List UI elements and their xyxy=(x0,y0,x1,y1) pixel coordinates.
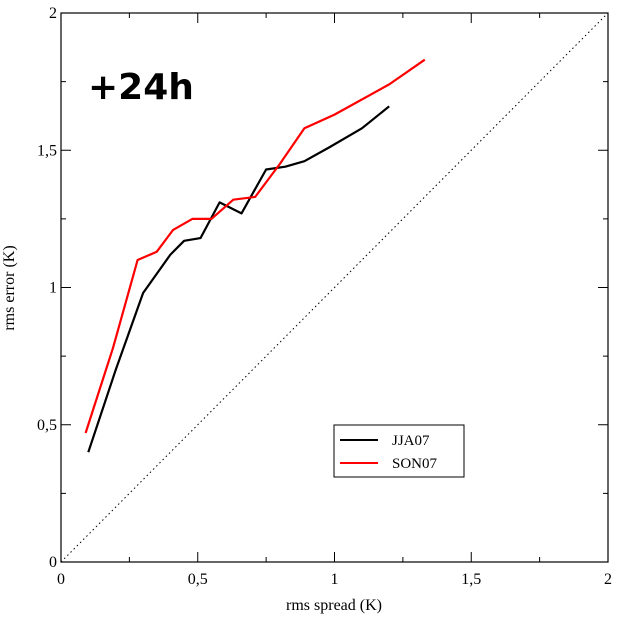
x-tick-label: 1 xyxy=(331,571,339,588)
diagonal-reference-line xyxy=(60,12,609,563)
x-tick-labels: 0 0,5 1 1,5 2 xyxy=(57,571,612,588)
legend: JJA07 SON07 xyxy=(333,424,465,478)
x-tick-label: 1,5 xyxy=(461,571,481,588)
y-tick-label: 0,5 xyxy=(37,417,57,434)
x-tick-label: 0,5 xyxy=(188,571,208,588)
tick-marks xyxy=(60,12,609,563)
legend-box xyxy=(333,424,465,478)
y-tick-label: 0 xyxy=(49,554,57,571)
series-layer xyxy=(84,58,426,453)
legend-label-son07: SON07 xyxy=(392,456,438,472)
legend-label-jja07: JJA07 xyxy=(392,433,430,449)
chart-annotation: +24h xyxy=(88,67,194,108)
y-axis-title: rms error (K) xyxy=(1,245,18,330)
y-tick-label: 1,5 xyxy=(37,142,57,159)
series-line-jja07 xyxy=(87,105,390,453)
reference-line-layer xyxy=(60,12,609,563)
y-tick-labels: 0 0,5 1 1,5 2 xyxy=(37,5,57,571)
y-tick-label: 2 xyxy=(49,5,57,22)
x-tick-label: 2 xyxy=(604,571,612,588)
x-tick-label: 0 xyxy=(57,571,65,588)
y-tick-label: 1 xyxy=(49,280,57,297)
series-line-son07 xyxy=(84,58,426,434)
x-axis-title: rms spread (K) xyxy=(286,597,382,614)
